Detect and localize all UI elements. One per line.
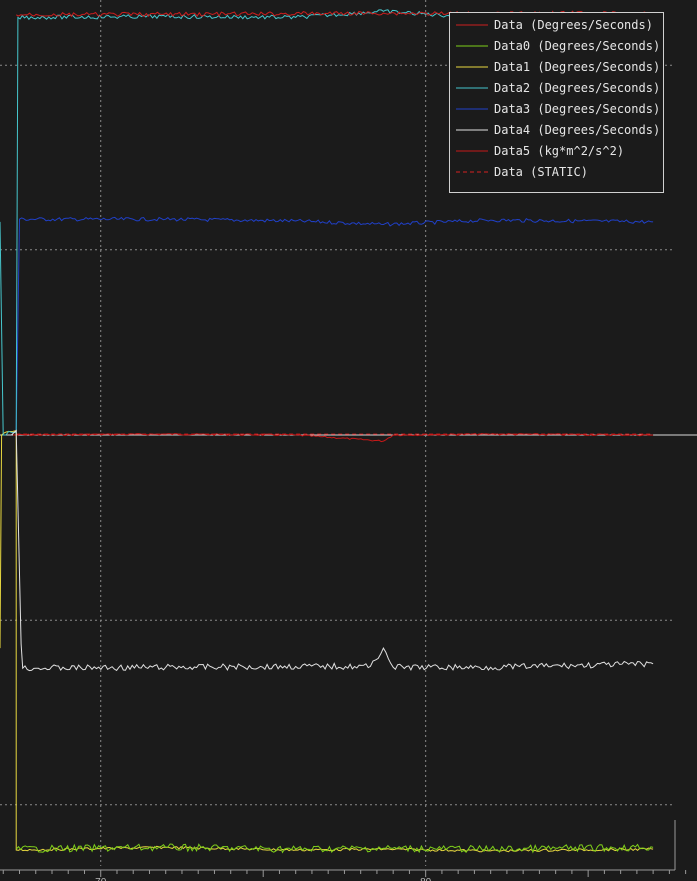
legend-box [449,12,664,193]
series-lines [0,9,654,854]
series-line-6 [13,432,654,443]
legend-label: Data1 (Degrees/Seconds) [494,60,660,74]
series-line-5 [11,429,654,672]
legend-label: Data3 (Degrees/Seconds) [494,102,660,116]
axes: 70 80 [0,820,687,881]
series-line-2 [0,429,654,853]
legend-label: Data (Degrees/Seconds) [494,18,653,32]
legend-label: Data2 (Degrees/Seconds) [494,81,660,95]
legend-label: Data0 (Degrees/Seconds) [494,39,660,53]
legend-label: Data5 (kg*m^2/s^2) [494,144,624,158]
x-tick-label: 80 [420,877,432,881]
legend-label: Data4 (Degrees/Seconds) [494,123,660,137]
series-line-1 [15,843,654,854]
x-tick-label: 70 [95,877,107,881]
series-line-4 [15,216,654,431]
legend: Data (Degrees/Seconds) Data0 (Degrees/Sec… [449,12,664,193]
legend-label: Data (STATIC) [494,165,588,179]
